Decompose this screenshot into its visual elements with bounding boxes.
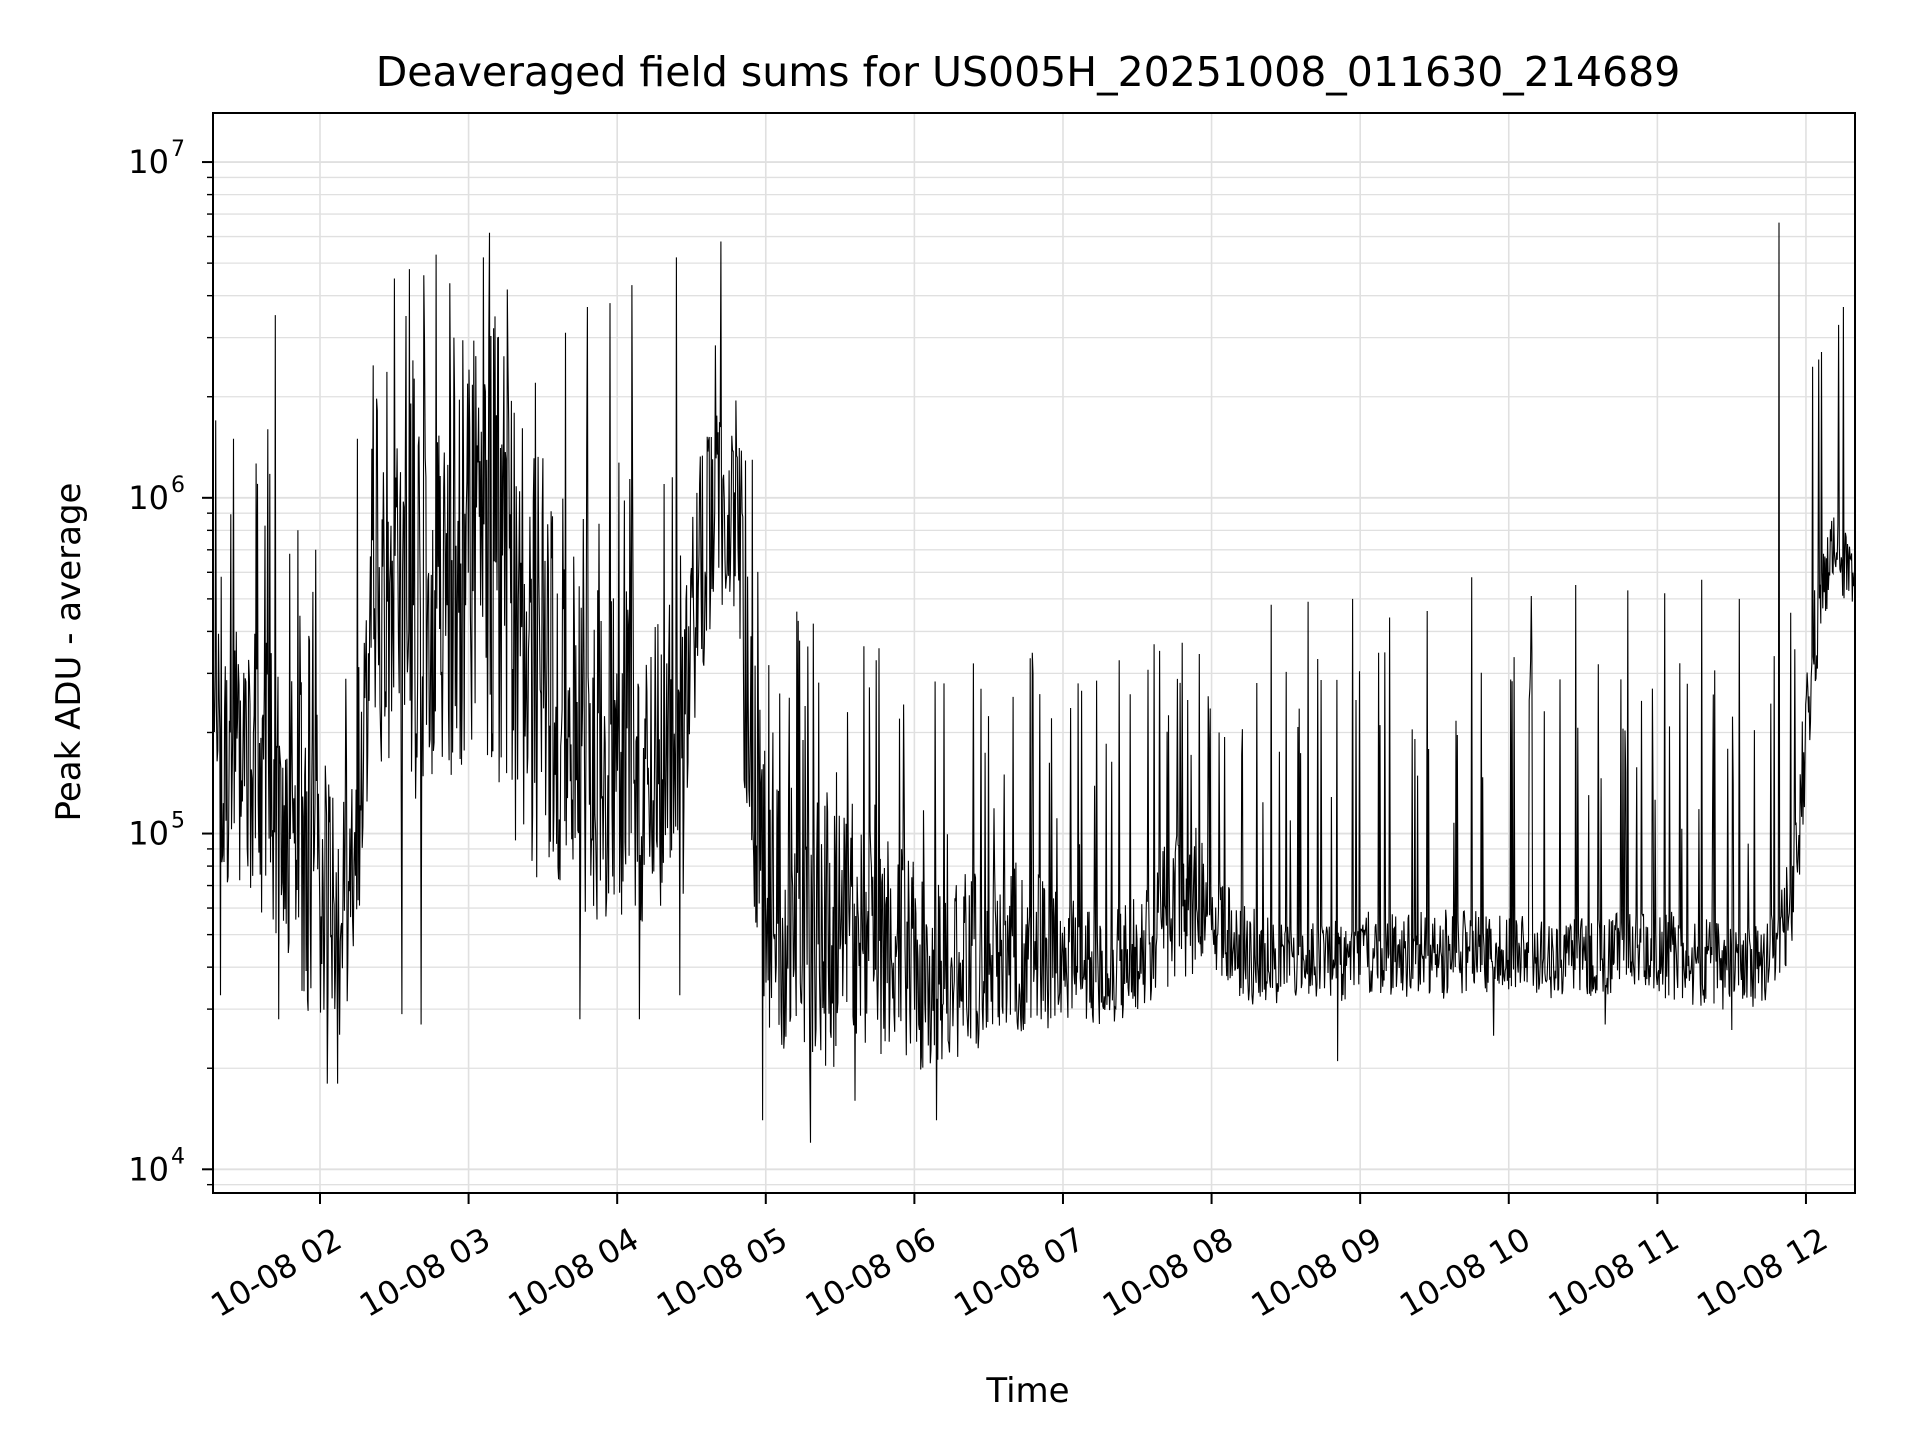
x-tick-label: 10-08 05 (650, 1220, 794, 1325)
y-tick-label: 10 7 (128, 137, 185, 181)
x-tick-label: 10-08 03 (353, 1220, 497, 1325)
y-tick-label: 10 6 (128, 473, 185, 517)
y-tick-label-base: 10 (128, 143, 169, 181)
x-tick-label: 10-08 10 (1393, 1220, 1537, 1325)
x-axis-label: Time (985, 1371, 1069, 1411)
series-line-peak-adu (212, 222, 1856, 1143)
x-tick-label: 10-08 08 (1096, 1220, 1240, 1325)
y-tick-label-base: 10 (128, 815, 169, 853)
series-layer (212, 222, 1856, 1143)
plot-area-background (213, 113, 1855, 1193)
grid-lines (213, 113, 1855, 1193)
x-tick-label: 10-08 12 (1690, 1220, 1834, 1325)
y-tick-label: 10 4 (128, 1144, 185, 1188)
y-tick-label: 10 5 (128, 809, 185, 853)
y-tick-label-exponent: 7 (171, 137, 185, 162)
y-axis-label: Peak ADU - average (49, 483, 89, 822)
chart-title: Deaveraged field sums for US005H_2025100… (376, 48, 1681, 96)
y-tick-label-base: 10 (128, 1150, 169, 1188)
y-tick-label-base: 10 (128, 479, 169, 517)
x-tick-label: 10-08 11 (1542, 1220, 1686, 1325)
x-tick-label: 10-08 02 (204, 1220, 348, 1325)
y-tick-label-exponent: 6 (171, 473, 185, 498)
plot-area (213, 113, 1855, 1193)
y-tick-label-exponent: 4 (171, 1144, 185, 1169)
x-tick-label: 10-08 09 (1245, 1220, 1389, 1325)
x-tick-label: 10-08 04 (502, 1220, 646, 1325)
x-tick-label: 10-08 07 (947, 1220, 1091, 1325)
plot-border (212, 112, 1856, 1194)
x-tick-label: 10-08 06 (799, 1220, 943, 1325)
plot-frame (212, 112, 1856, 1194)
x-axis-ticks: 10-08 02 10-08 03 10-08 04 10-08 05 10-08 06… (204, 1193, 1834, 1325)
y-tick-label-exponent: 5 (171, 809, 185, 834)
